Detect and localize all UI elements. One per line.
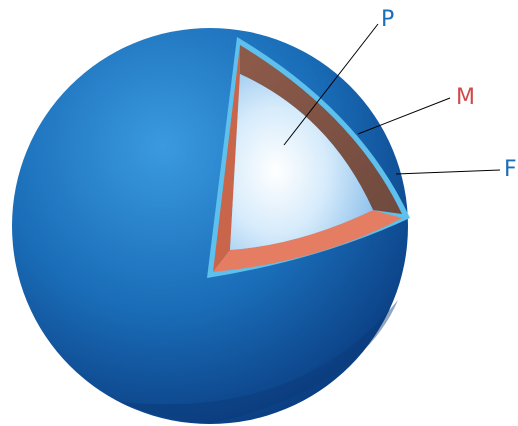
middle-layer-bottom bbox=[213, 210, 402, 272]
middle-layer-side bbox=[213, 45, 240, 272]
middle-layer-back bbox=[240, 45, 402, 214]
sphere-lower-shade bbox=[120, 300, 398, 424]
label-m: M bbox=[456, 85, 475, 110]
leader-line-p bbox=[283, 23, 379, 146]
leader-line-m bbox=[357, 97, 451, 135]
label-p: P bbox=[381, 7, 394, 32]
inner-core bbox=[230, 74, 373, 250]
label-f: F bbox=[504, 157, 517, 182]
leader-line-f bbox=[395, 169, 501, 175]
